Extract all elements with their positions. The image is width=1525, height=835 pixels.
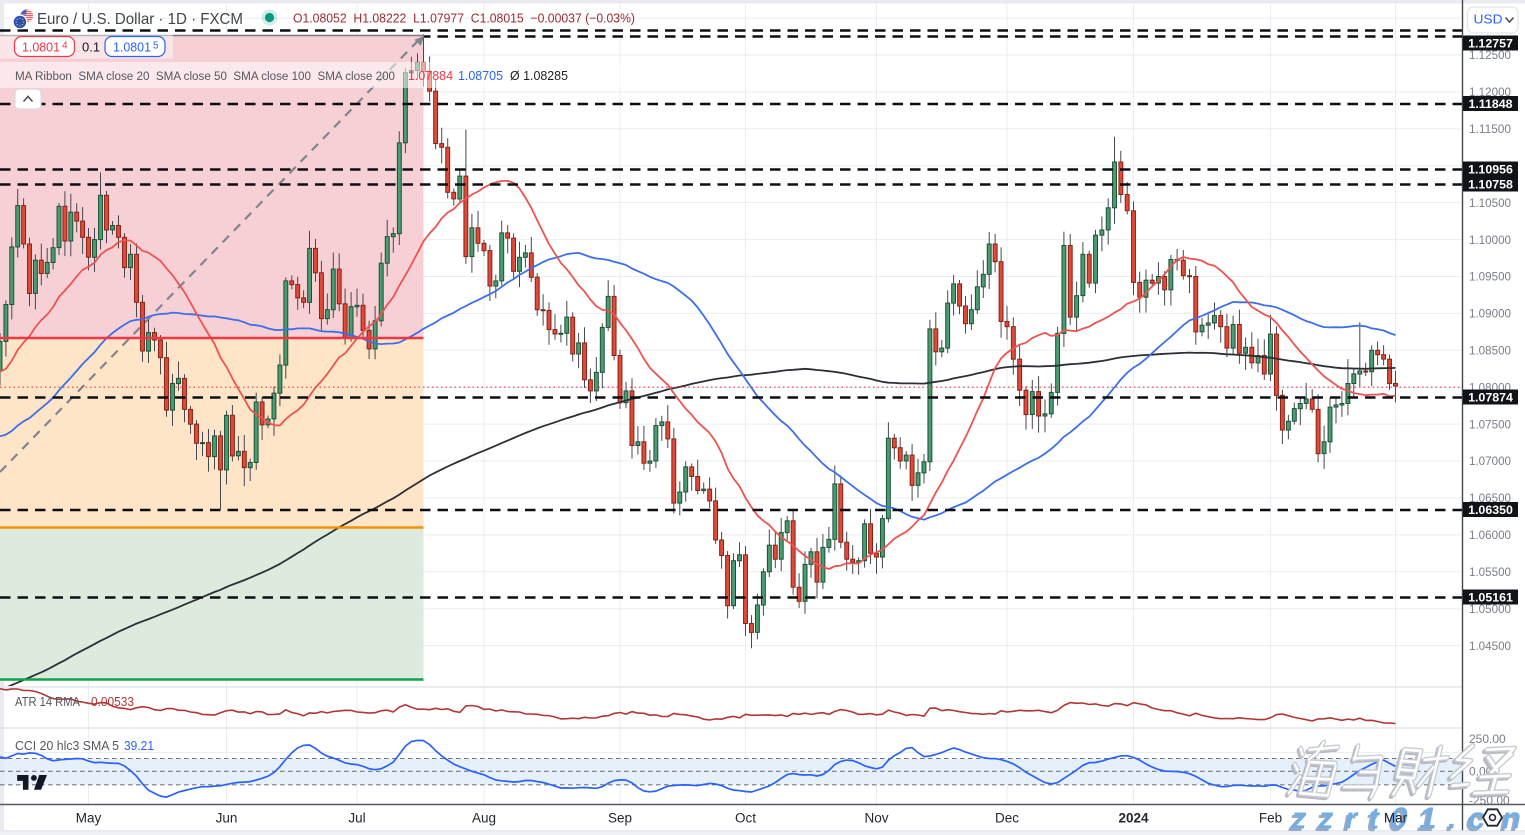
svg-text:4: 4 <box>62 41 68 52</box>
svg-text:1.11848: 1.11848 <box>1468 97 1512 111</box>
svg-text:O1.08052 H1.08222 L1.07977: O1.08052 H1.08222 L1.07977 C1.08015 −0.0… <box>293 11 635 26</box>
svg-text:1.07000: 1.07000 <box>1469 454 1511 468</box>
svg-text:1.08705: 1.08705 <box>458 68 503 83</box>
svg-text:Ø 1.08285: Ø 1.08285 <box>510 68 568 83</box>
svg-text:1.05000: 1.05000 <box>1469 602 1511 616</box>
svg-text:1.06000: 1.06000 <box>1469 528 1511 542</box>
svg-text:ATR 14 RMA: ATR 14 RMA <box>15 694 80 709</box>
svg-text:39.21: 39.21 <box>124 738 154 753</box>
svg-text:1.09500: 1.09500 <box>1469 270 1511 284</box>
svg-text:1.06350: 1.06350 <box>1468 503 1513 517</box>
svg-text:1.10758: 1.10758 <box>1468 178 1513 192</box>
svg-text:1.0801: 1.0801 <box>113 41 151 55</box>
svg-text:1.04500: 1.04500 <box>1469 639 1511 653</box>
svg-text:1.05500: 1.05500 <box>1469 565 1511 579</box>
svg-text:1.09000: 1.09000 <box>1469 307 1511 321</box>
svg-text:1.05161: 1.05161 <box>1468 591 1513 605</box>
svg-text:Jun: Jun <box>216 811 238 826</box>
svg-text:1.11500: 1.11500 <box>1469 122 1511 136</box>
svg-text:USD: USD <box>1474 12 1503 27</box>
svg-text:1.07500: 1.07500 <box>1469 417 1511 431</box>
svg-text:Mar: Mar <box>1384 811 1408 826</box>
svg-text:1.0801: 1.0801 <box>22 41 60 55</box>
svg-text:Sep: Sep <box>608 811 632 826</box>
svg-text:1.10956: 1.10956 <box>1468 163 1513 177</box>
svg-text:Aug: Aug <box>472 811 496 826</box>
svg-text:Euro / U.S. Dollar · 1D · FXCM: Euro / U.S. Dollar · 1D · FXCM <box>37 11 243 28</box>
svg-text:2024: 2024 <box>1118 811 1149 826</box>
svg-text:1.07884: 1.07884 <box>408 68 453 83</box>
svg-text:zzrt01.c: zzrt01.c <box>1288 803 1495 835</box>
svg-text:250.00: 250.00 <box>1469 732 1506 746</box>
svg-text:Mar: Mar <box>1384 811 1408 826</box>
svg-text:1.07874: 1.07874 <box>1468 391 1513 405</box>
svg-text:Nov: Nov <box>864 811 888 826</box>
svg-text:MA Ribbon SMA close 20 SMA c: MA Ribbon SMA close 20 SMA close 50 SMA … <box>15 69 395 83</box>
svg-text:0.1: 0.1 <box>82 40 100 55</box>
svg-text:1.06500: 1.06500 <box>1469 491 1511 505</box>
svg-text:CCI 20 hlc3 SMA 5: CCI 20 hlc3 SMA 5 <box>15 738 119 753</box>
svg-text:May: May <box>76 811 102 826</box>
svg-text:zzrt01.c: zzrt01.c <box>1290 801 1497 835</box>
svg-text:n: n <box>1500 803 1525 835</box>
svg-text:1.10500: 1.10500 <box>1469 196 1511 210</box>
svg-text:Dec: Dec <box>995 811 1019 826</box>
svg-text:5: 5 <box>153 41 159 52</box>
svg-text:1.12757: 1.12757 <box>1468 37 1513 51</box>
svg-text:Oct: Oct <box>735 811 756 826</box>
svg-text:1.12500: 1.12500 <box>1469 48 1511 62</box>
svg-text:n: n <box>1502 801 1525 835</box>
svg-text:1.10000: 1.10000 <box>1469 233 1511 247</box>
svg-text:0.00533: 0.00533 <box>91 694 134 709</box>
svg-text:Feb: Feb <box>1259 811 1282 826</box>
svg-text:1.12000: 1.12000 <box>1469 85 1511 99</box>
svg-text:1.08500: 1.08500 <box>1469 344 1511 358</box>
svg-text:Jul: Jul <box>348 811 365 826</box>
